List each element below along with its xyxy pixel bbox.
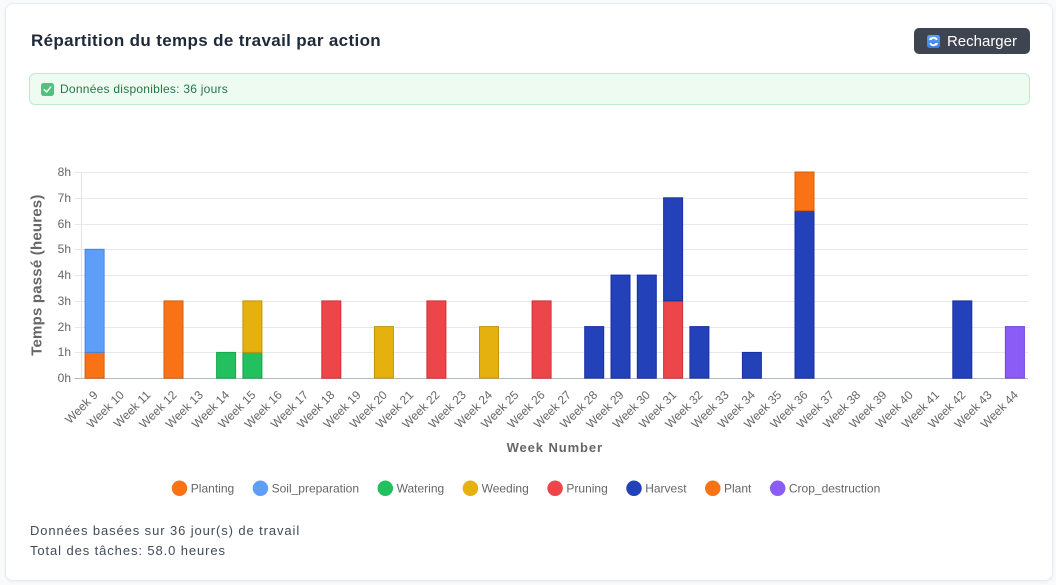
- svg-text:Soil_preparation: Soil_preparation: [272, 481, 359, 495]
- svg-text:1h: 1h: [58, 345, 71, 359]
- svg-text:Planting: Planting: [191, 481, 234, 495]
- svg-text:3h: 3h: [58, 294, 71, 308]
- svg-text:Crop_destruction: Crop_destruction: [789, 481, 880, 495]
- svg-text:Plant: Plant: [724, 481, 752, 495]
- svg-text:Week Number: Week Number: [507, 440, 603, 455]
- svg-text:2h: 2h: [58, 320, 71, 334]
- svg-text:Harvest: Harvest: [645, 481, 687, 495]
- svg-text:6h: 6h: [58, 217, 71, 231]
- svg-text:Pruning: Pruning: [566, 481, 607, 495]
- svg-text:7h: 7h: [58, 191, 71, 205]
- svg-text:Watering: Watering: [397, 481, 445, 495]
- svg-text:5h: 5h: [58, 242, 71, 256]
- svg-text:Temps passé (heures): Temps passé (heures): [29, 194, 46, 355]
- svg-text:0h: 0h: [58, 371, 71, 385]
- svg-text:8h: 8h: [58, 165, 71, 179]
- svg-text:Weeding: Weeding: [482, 481, 529, 495]
- svg-text:4h: 4h: [58, 268, 71, 282]
